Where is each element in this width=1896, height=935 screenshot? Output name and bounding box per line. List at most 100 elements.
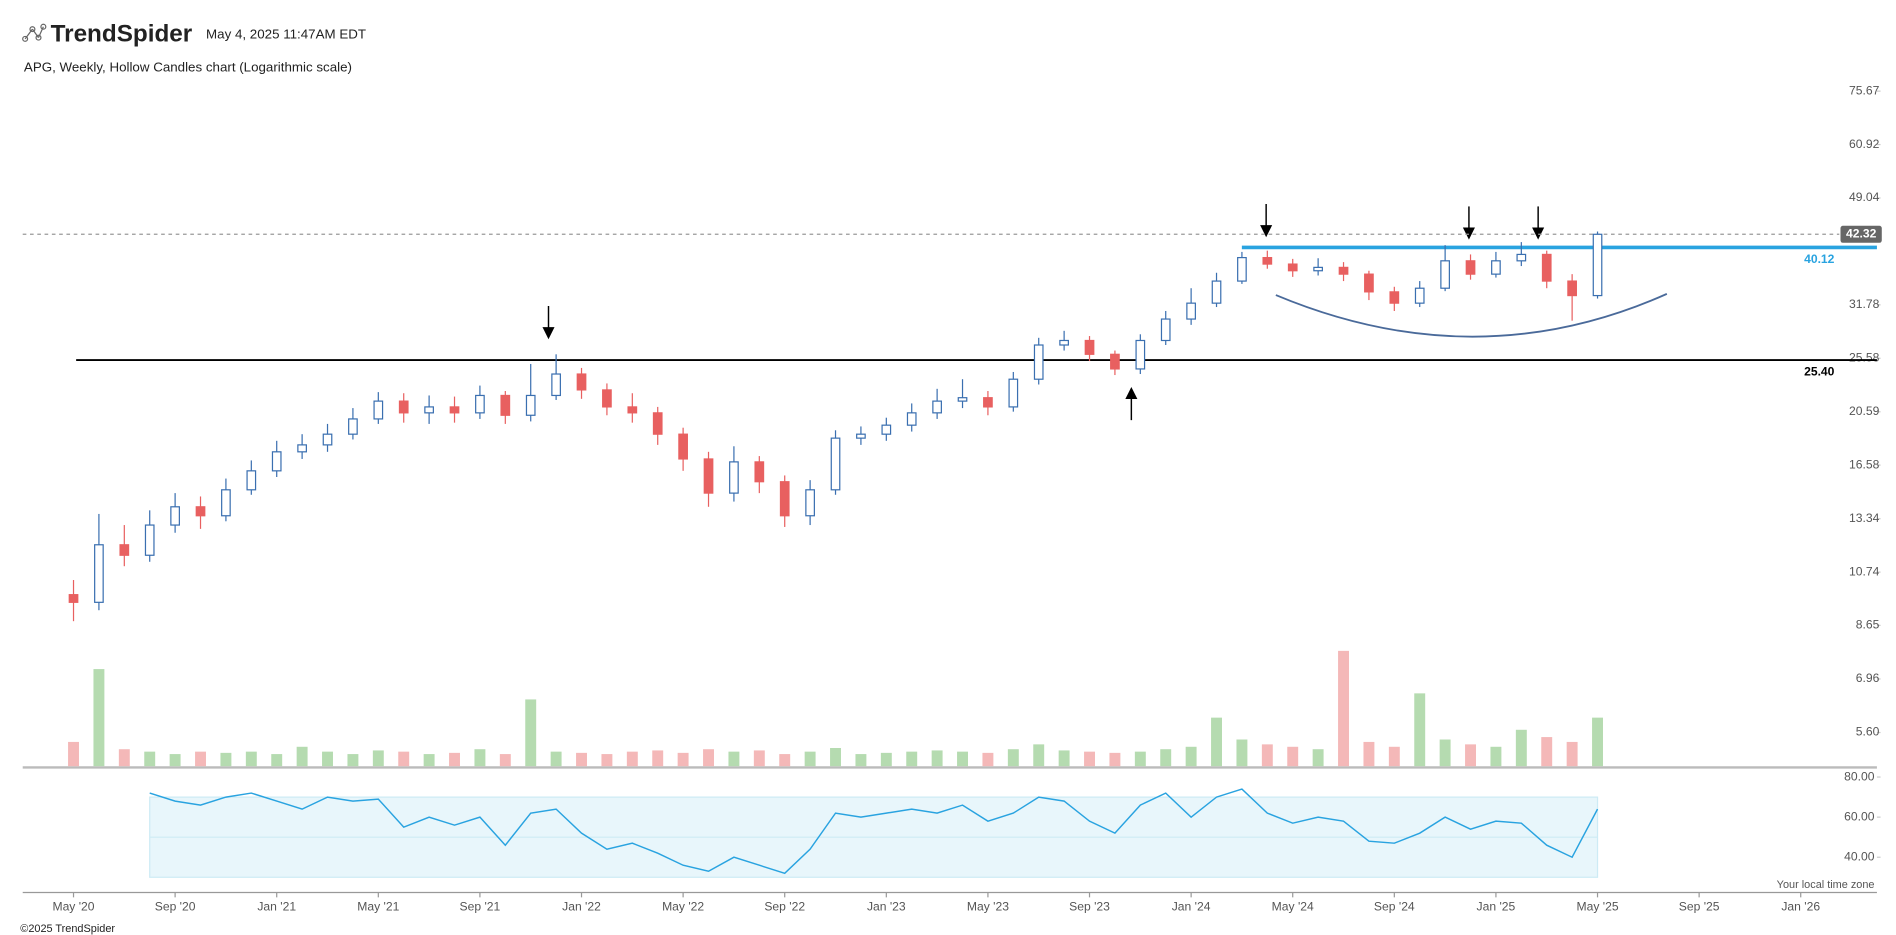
candle-body <box>1186 302 1196 320</box>
x-tick-label: Jan '23 <box>867 899 906 913</box>
candle-body <box>1287 263 1298 272</box>
volume-bar <box>68 741 79 767</box>
candle-body <box>652 412 663 435</box>
volume-bar <box>1084 751 1095 767</box>
candle-body <box>271 451 282 472</box>
candle-body <box>779 481 790 517</box>
volume-bar <box>449 752 460 767</box>
volume-bar <box>880 752 892 767</box>
volume-bar <box>1312 749 1324 767</box>
volume-bar <box>1160 749 1172 767</box>
volume-bar <box>144 751 156 767</box>
candle-body <box>1389 291 1400 304</box>
candle-body <box>94 544 104 603</box>
candle-body <box>1008 378 1019 408</box>
candle-body <box>627 406 638 414</box>
candle-body <box>576 373 587 391</box>
level-label: 40.12 <box>1804 252 1835 266</box>
x-tick-label: Sep '21 <box>460 899 501 913</box>
candle-body <box>729 461 739 494</box>
volume-bar <box>93 669 105 767</box>
volume-bar <box>372 750 384 767</box>
candle-body <box>1160 318 1171 342</box>
x-tick-label: May '21 <box>357 899 399 913</box>
candle-body <box>246 470 257 491</box>
volume-bar <box>601 754 613 767</box>
candle-body <box>602 389 612 408</box>
candle-body <box>551 373 561 397</box>
candle-body <box>805 489 815 517</box>
candle-body <box>1033 344 1044 380</box>
candle-body <box>1135 339 1146 370</box>
candle-body <box>678 433 688 460</box>
candle-body <box>1110 353 1120 370</box>
x-tick-label: Sep '23 <box>1069 899 1110 913</box>
x-tick-label: Sep '24 <box>1374 899 1415 913</box>
volume-bar <box>1414 693 1426 767</box>
volume-bar <box>626 751 638 767</box>
volume-bar <box>1363 741 1375 767</box>
y-tick-label: 6.96 <box>1856 671 1880 685</box>
y-tick-label: 75.67 <box>1849 83 1880 97</box>
y-tick-label: 5.60 <box>1856 725 1880 739</box>
candle-body <box>1211 280 1222 304</box>
volume-bar <box>1007 749 1019 767</box>
volume-bar <box>1515 729 1527 767</box>
level-label: 25.40 <box>1804 364 1835 378</box>
candle-body <box>144 524 155 556</box>
candle-body <box>348 418 358 435</box>
volume-bar <box>1287 746 1299 767</box>
candle-body <box>68 594 79 603</box>
volume-bar <box>1261 744 1273 767</box>
candle-body <box>398 400 409 414</box>
volume-bar <box>1211 717 1222 767</box>
volume-bar <box>245 751 257 767</box>
rsi-tick-label: 60.00 <box>1844 809 1875 823</box>
volume-bar <box>677 752 689 767</box>
candle-body <box>1414 287 1425 304</box>
volume-bar <box>1490 746 1502 767</box>
volume-bar <box>957 751 968 767</box>
candle-body <box>475 394 485 414</box>
y-tick-label: 31.78 <box>1849 297 1880 311</box>
candle-body <box>1364 273 1374 293</box>
x-tick-label: Sep '20 <box>155 899 196 913</box>
candle-body <box>221 489 231 517</box>
x-tick-label: May '20 <box>52 899 94 913</box>
volume-bar <box>1439 739 1451 767</box>
volume-bar <box>1236 739 1248 767</box>
volume-bar <box>1058 750 1070 767</box>
volume-bar <box>1185 746 1197 767</box>
candle-body <box>1541 253 1552 282</box>
volume-bar <box>118 749 130 767</box>
volume-bar <box>169 754 181 767</box>
candle-body <box>957 397 968 402</box>
volume-bar <box>195 751 206 767</box>
x-tick-label: Jan '22 <box>562 899 601 913</box>
rsi-line <box>149 788 1599 875</box>
volume-bar <box>423 754 435 767</box>
y-tick-label: 16.58 <box>1849 457 1880 471</box>
volume-bar <box>906 751 918 767</box>
volume-bar <box>271 754 283 767</box>
candle-body <box>297 444 307 453</box>
timestamp: May 4, 2025 11:47AM EDT <box>206 27 366 42</box>
timezone-note: Your local time zone <box>1777 879 1875 891</box>
volume-bar <box>1109 752 1121 767</box>
candle-body <box>703 458 714 494</box>
y-tick-label: 25.58 <box>1849 351 1880 365</box>
volume-bar <box>1338 650 1349 767</box>
x-tick-label: Sep '22 <box>764 899 805 913</box>
volume-bar <box>1388 746 1400 767</box>
volume-bar <box>1033 744 1045 767</box>
volume-bar <box>830 748 841 767</box>
volume-bar <box>398 751 410 767</box>
volume-bar <box>296 746 308 767</box>
volume-bar <box>1592 717 1603 767</box>
rsi-tick-label: 40.00 <box>1844 849 1875 863</box>
copyright: ©2025 TrendSpider <box>20 923 115 935</box>
volume-bar <box>804 751 816 767</box>
y-tick-label: 60.92 <box>1849 137 1880 151</box>
